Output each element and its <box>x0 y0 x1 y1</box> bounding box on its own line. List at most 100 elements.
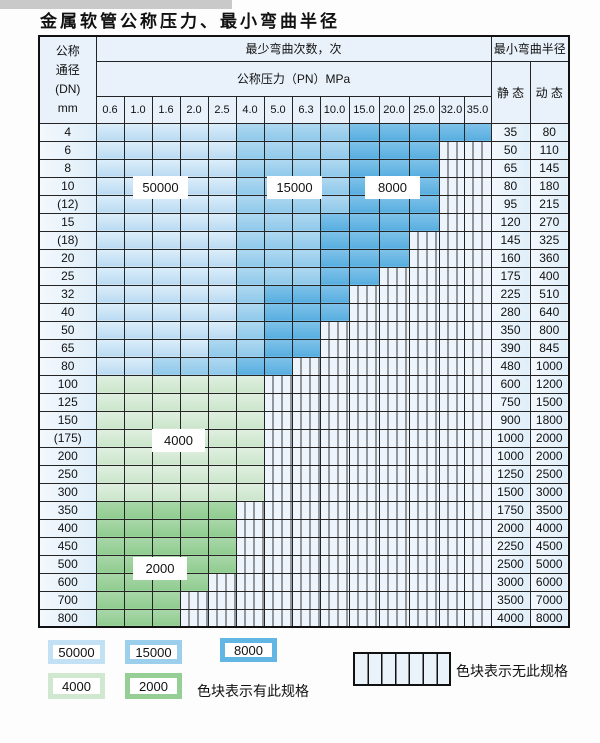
dynamic-radius-cell: 800 <box>529 320 570 340</box>
dynamic-radius-cell: 845 <box>529 338 570 358</box>
no-spec-cell <box>348 554 380 574</box>
spec-cell <box>207 500 237 520</box>
spec-cell <box>151 248 181 268</box>
dynamic-radius-cell: 400 <box>529 266 570 286</box>
spec-cell <box>319 248 350 268</box>
no-spec-cell <box>463 356 492 376</box>
static-radius-cell: 750 <box>490 392 531 412</box>
no-spec-cell <box>438 500 465 520</box>
spec-cell <box>263 248 293 268</box>
spec-cell <box>151 320 181 340</box>
spec-cell <box>263 212 293 232</box>
pressure-column-header: 35.0 <box>463 95 492 124</box>
no-spec-cell <box>438 608 465 628</box>
no-spec-cell <box>291 464 321 484</box>
spec-cell <box>95 158 125 178</box>
spec-cell <box>151 392 181 412</box>
spec-cell <box>151 482 181 502</box>
static-radius-cell: 175 <box>490 266 531 286</box>
table-row: 40 280 640 <box>38 302 570 322</box>
no-spec-cell <box>408 230 440 250</box>
no-spec-cell <box>348 590 380 610</box>
dn-cell: (18) <box>38 230 97 250</box>
static-radius-cell: 225 <box>490 284 531 304</box>
no-spec-cell <box>291 482 321 502</box>
no-spec-cell <box>438 266 465 286</box>
static-radius-cell: 480 <box>490 356 531 376</box>
spec-cell <box>151 338 181 358</box>
spec-cell <box>151 374 181 394</box>
spec-cell <box>207 446 237 466</box>
spec-cell <box>463 122 492 142</box>
no-spec-cell <box>408 554 440 574</box>
no-spec-cell <box>408 248 440 268</box>
spec-cell <box>151 500 181 520</box>
no-spec-cell <box>408 464 440 484</box>
spec-cell <box>123 500 153 520</box>
pressure-values-row: 0.6 1.0 1.6 2.0 2.5 4.0 5.0 6.3 10.0 15.0 20.0 25.0… <box>39 95 569 124</box>
no-spec-cell <box>408 482 440 502</box>
spec-cell <box>207 158 237 178</box>
no-spec-cell <box>463 140 492 160</box>
spec-cell <box>123 122 153 142</box>
spec-cell <box>235 284 265 304</box>
spec-cell <box>95 320 125 340</box>
pressure-column-header: 0.6 <box>95 95 125 124</box>
dynamic-radius-cell: 510 <box>529 284 570 304</box>
spec-cell <box>95 302 125 322</box>
no-spec-cell <box>348 536 380 556</box>
spec-cell <box>207 140 237 160</box>
spec-cell <box>151 230 181 250</box>
spec-cell <box>95 536 125 556</box>
no-spec-cell <box>378 284 410 304</box>
no-spec-cell <box>438 284 465 304</box>
spec-cell <box>235 176 265 196</box>
spec-cell <box>348 140 380 160</box>
spec-cell <box>263 266 293 286</box>
spec-cell <box>319 122 350 142</box>
no-spec-cell <box>463 464 492 484</box>
no-spec-cell <box>463 572 492 592</box>
spec-cell <box>235 338 265 358</box>
spec-cell <box>235 158 265 178</box>
legend-swatch: 2000 <box>125 673 182 699</box>
no-spec-cell <box>438 176 465 196</box>
no-spec-cell <box>207 572 237 592</box>
spec-cell <box>123 428 153 448</box>
spec-cell <box>95 230 125 250</box>
spec-cell <box>151 356 181 376</box>
spec-cell <box>263 356 293 376</box>
table-row: 800 4000 8000 <box>38 608 570 628</box>
no-spec-cell <box>378 446 410 466</box>
dn-header-line: (DN) <box>55 81 81 96</box>
table-row: 25 175 400 <box>38 266 570 286</box>
dynamic-radius-cell: 270 <box>529 212 570 232</box>
static-radius-cell: 280 <box>490 302 531 322</box>
no-spec-cell <box>348 482 380 502</box>
spec-cell <box>438 122 465 142</box>
dynamic-radius-cell: 2000 <box>529 446 570 466</box>
spec-cell <box>291 158 321 178</box>
static-radius-cell: 1000 <box>490 446 531 466</box>
dn-cell: 400 <box>38 518 97 538</box>
dn-cell: 20 <box>38 248 97 268</box>
nominal-pressure-header: 公称压力（PN）MPa <box>95 60 492 97</box>
no-spec-cell <box>291 356 321 376</box>
no-spec-cell <box>408 446 440 466</box>
spec-cell <box>151 536 181 556</box>
no-spec-cell <box>408 572 440 592</box>
dn-cell: 500 <box>38 554 97 574</box>
static-radius-cell: 600 <box>490 374 531 394</box>
spec-cell <box>95 194 125 214</box>
no-spec-cell <box>348 284 380 304</box>
spec-cell <box>235 392 265 412</box>
no-spec-cell <box>319 338 350 358</box>
table-row: 4 35 80 <box>38 122 570 142</box>
spec-cell <box>235 428 265 448</box>
spec-cell <box>179 302 209 322</box>
table-row: 125 750 1500 <box>38 392 570 412</box>
static-radius-cell: 350 <box>490 320 531 340</box>
no-spec-cell <box>408 536 440 556</box>
no-spec-cell <box>378 392 410 412</box>
no-spec-cell <box>438 194 465 214</box>
